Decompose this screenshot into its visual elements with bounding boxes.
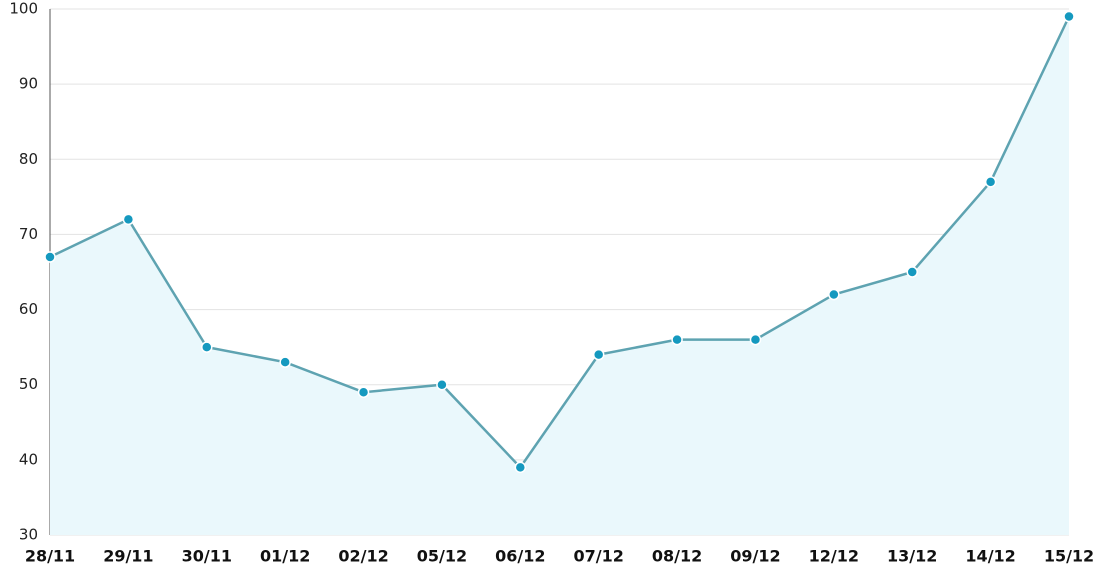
marker: [44, 251, 56, 263]
marker: [436, 378, 448, 391]
x-tick-label: 13/12: [887, 547, 937, 566]
x-tick-label: 02/12: [338, 547, 388, 566]
y-tick-label: 100: [9, 0, 38, 18]
x-tick-label: 29/11: [103, 547, 153, 566]
y-tick-label: 90: [19, 75, 38, 93]
marker: [671, 333, 683, 346]
marker: [514, 461, 527, 474]
y-tick-label: 60: [19, 300, 38, 318]
x-tick-label: 06/12: [495, 547, 545, 566]
marker: [1063, 10, 1075, 23]
area: [50, 16, 1069, 536]
x-tick-label: 15/12: [1044, 547, 1094, 566]
marker: [828, 288, 840, 301]
y-tick-label: 40: [19, 450, 38, 468]
marker: [357, 386, 370, 398]
x-tick-label: 14/12: [965, 547, 1015, 566]
y-tick-label: 30: [19, 526, 38, 544]
marker: [749, 333, 762, 346]
line: [49, 15, 1071, 470]
x-tick-label: 30/11: [182, 547, 232, 566]
marker: [122, 213, 135, 226]
x-tick-label: 07/12: [574, 547, 624, 566]
x-tick-label: 28/11: [25, 547, 75, 566]
x-tick-label: 08/12: [652, 547, 702, 566]
y-tick-label: 80: [19, 150, 38, 168]
marker: [906, 266, 918, 278]
marker: [279, 356, 291, 368]
marker: [592, 348, 605, 361]
y-tick-label: 70: [19, 225, 38, 243]
x-tick-label: 05/12: [417, 547, 467, 566]
marker: [201, 341, 213, 353]
x-tick-label: 01/12: [260, 547, 310, 566]
marker: [984, 176, 997, 188]
x-tick-label: 12/12: [809, 547, 859, 566]
x-tick-label: 09/12: [730, 547, 780, 566]
y-tick-label: 50: [19, 375, 38, 393]
